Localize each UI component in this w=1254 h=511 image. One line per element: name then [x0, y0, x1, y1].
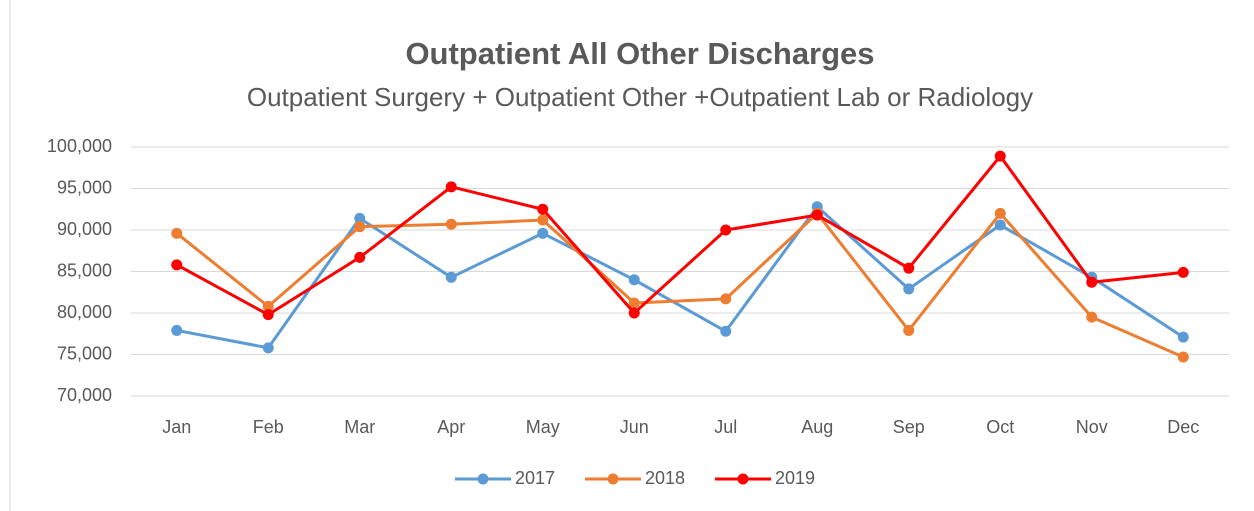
data-point: [1086, 311, 1098, 323]
data-point: [720, 325, 732, 337]
data-point: [994, 207, 1006, 219]
x-tick-label: Jun: [620, 417, 649, 437]
x-tick-label: Jan: [162, 417, 191, 437]
y-tick-label: 85,000: [57, 260, 112, 280]
data-point: [445, 218, 457, 230]
data-point: [537, 214, 549, 226]
y-tick-label: 70,000: [57, 385, 112, 405]
y-tick-label: 95,000: [57, 177, 112, 197]
data-point: [903, 324, 915, 336]
y-tick-label: 90,000: [57, 219, 112, 239]
data-point: [354, 212, 366, 224]
data-point: [1086, 276, 1098, 288]
data-point: [628, 297, 640, 309]
data-point: [994, 150, 1006, 162]
data-point: [1177, 331, 1189, 343]
data-point: [445, 181, 457, 193]
x-tick-label: Aug: [801, 417, 833, 437]
data-point: [171, 324, 183, 336]
data-point: [262, 309, 274, 321]
data-point: [262, 342, 274, 354]
y-tick-label: 100,000: [47, 136, 112, 156]
data-point: [171, 227, 183, 239]
legend-marker: [737, 473, 749, 485]
legend-label: 2017: [515, 468, 555, 488]
legend-marker: [477, 473, 489, 485]
data-point: [903, 283, 915, 295]
x-tick-label: Sep: [893, 417, 925, 437]
x-tick-label: May: [526, 417, 560, 437]
x-tick-label: Jul: [714, 417, 737, 437]
chart-subtitle: Outpatient Surgery + Outpatient Other +O…: [247, 82, 1033, 112]
chart-title: Outpatient All Other Discharges: [405, 36, 874, 71]
series-line: [175, 211, 1184, 359]
x-tick-label: Nov: [1076, 417, 1108, 437]
data-point: [811, 209, 823, 221]
data-point: [537, 227, 549, 239]
data-point: [354, 221, 366, 233]
data-point: [262, 300, 274, 312]
data-point: [1177, 266, 1189, 278]
data-point: [903, 262, 915, 274]
legend-marker: [607, 473, 619, 485]
data-point: [445, 271, 457, 283]
x-tick-label: Apr: [437, 417, 465, 437]
data-point: [354, 251, 366, 263]
legend-label: 2019: [775, 468, 815, 488]
data-point: [720, 293, 732, 305]
y-tick-label: 75,000: [57, 343, 112, 363]
data-point: [171, 259, 183, 271]
x-tick-label: Feb: [253, 417, 284, 437]
x-tick-label: Mar: [344, 417, 375, 437]
x-tick-label: Dec: [1167, 417, 1199, 437]
data-point: [537, 203, 549, 215]
data-point: [720, 224, 732, 236]
data-point: [994, 219, 1006, 231]
y-tick-label: 80,000: [57, 302, 112, 322]
data-point: [628, 307, 640, 319]
data-point: [628, 274, 640, 286]
data-point: [1177, 351, 1189, 363]
series-line: [176, 154, 1184, 317]
legend-label: 2018: [645, 468, 685, 488]
x-tick-label: Oct: [986, 417, 1014, 437]
